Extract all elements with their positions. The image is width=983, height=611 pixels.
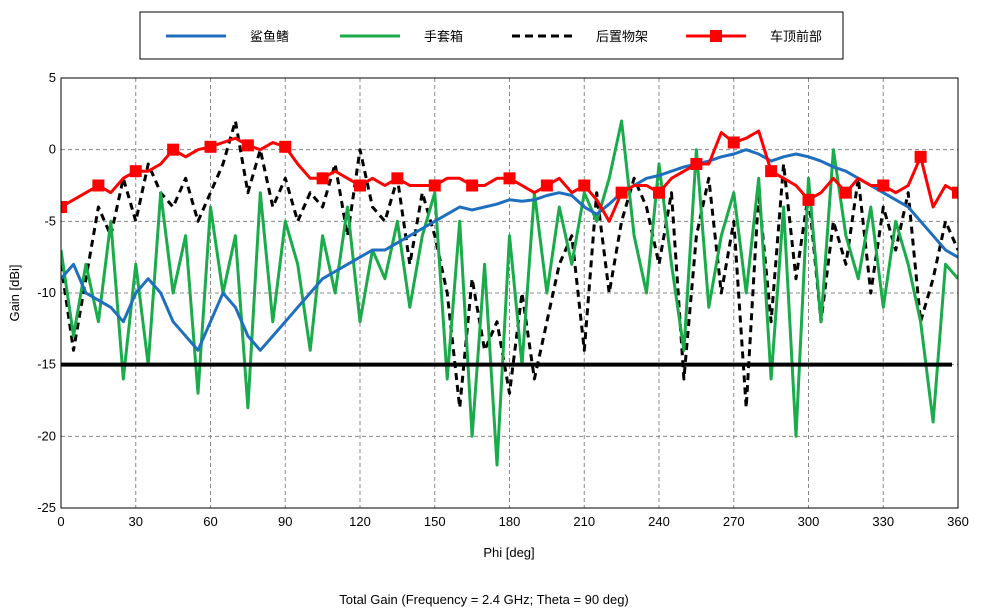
series-marker — [503, 172, 516, 185]
x-tick-label: 90 — [278, 514, 292, 529]
series-marker — [279, 140, 292, 153]
series-line-0 — [61, 148, 958, 352]
series-marker — [466, 179, 479, 192]
series-marker — [167, 143, 180, 156]
series-layer — [61, 119, 958, 467]
series-marker — [765, 165, 778, 178]
legend-marker — [710, 30, 722, 42]
x-tick-label: 150 — [424, 514, 446, 529]
chart-caption: Total Gain (Frequency = 2.4 GHz; Theta =… — [339, 592, 629, 607]
x-tick-label: 300 — [798, 514, 820, 529]
legend-label-0: 鲨鱼鳍 — [250, 29, 289, 45]
x-tick-label: 180 — [499, 514, 521, 529]
series-marker — [92, 179, 105, 192]
y-tick-label: 5 — [49, 70, 56, 85]
y-tick-label: -15 — [37, 357, 56, 372]
y-tick-label: -10 — [37, 285, 56, 300]
series-marker — [877, 179, 890, 192]
x-tick-label: 120 — [349, 514, 371, 529]
series-marker — [839, 186, 852, 199]
x-tick-label: 330 — [872, 514, 894, 529]
series-marker — [241, 139, 254, 152]
x-tick-label: 360 — [947, 514, 969, 529]
series-marker — [615, 186, 628, 199]
x-tick-label: 30 — [129, 514, 143, 529]
legend: 鲨鱼鳍 手套箱 后置物架 车顶前部 — [139, 11, 844, 60]
series-marker — [540, 179, 553, 192]
legend-label-1: 手套箱 — [424, 29, 463, 45]
series-marker — [727, 136, 740, 149]
series-line-1 — [61, 119, 958, 467]
series-marker — [391, 172, 404, 185]
legend-label-2: 后置物架 — [596, 30, 648, 45]
legend-label-3: 车顶前部 — [770, 29, 822, 45]
x-tick-label: 210 — [573, 514, 595, 529]
y-tick-label: -5 — [44, 213, 56, 228]
tick-labels: 0 30 60 90 120 150 180 210 240 270 300 330 360 5 0 -5 -1… — [37, 70, 969, 529]
x-tick-label: 240 — [648, 514, 670, 529]
y-tick-label: -20 — [37, 428, 56, 443]
x-tick-label: 60 — [203, 514, 217, 529]
y-tick-label: 0 — [49, 142, 56, 157]
series-marker — [129, 165, 142, 178]
series-marker — [802, 193, 815, 206]
plot-border — [60, 77, 959, 509]
x-tick-label: 270 — [723, 514, 745, 529]
series-marker — [952, 186, 958, 199]
series-marker — [690, 158, 703, 170]
series-marker — [653, 186, 665, 199]
series-marker — [204, 140, 217, 153]
x-axis-label: Phi [deg] — [483, 545, 534, 560]
series-marker — [578, 179, 591, 192]
y-axis-label: Gain [dBi] — [7, 264, 22, 321]
y-tick-label: -25 — [37, 500, 56, 515]
series-marker — [354, 179, 366, 192]
x-tick-label: 0 — [57, 514, 64, 529]
series-marker — [914, 150, 927, 163]
series-marker — [316, 172, 329, 185]
series-marker — [428, 179, 441, 192]
series-marker — [61, 201, 67, 213]
